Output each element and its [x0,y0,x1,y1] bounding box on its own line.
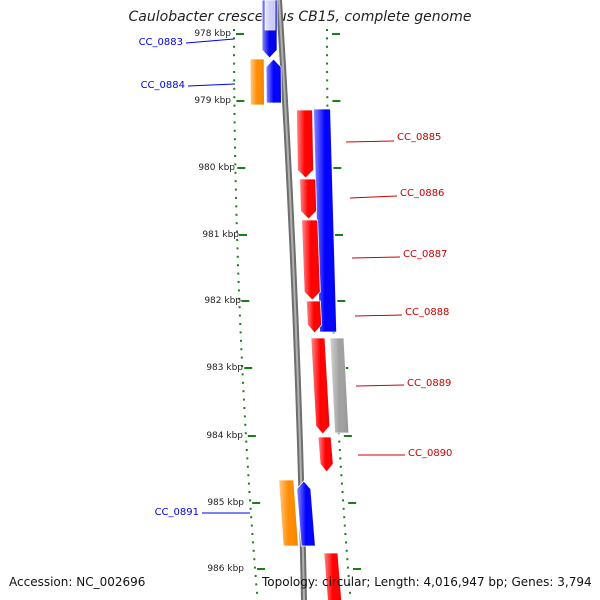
position-label: 981 kbp [202,230,239,240]
position-labels: 978 kbp 979 kbp 980 kbp 981 kbp 982 kbp 983 k… [194,29,244,574]
gene-leader-line [355,384,405,387]
position-label: 985 kbp [207,498,244,508]
gene-label[interactable]: CC_0891 [155,507,199,518]
gene-leader-line [185,38,235,44]
cds-feature-shade [306,301,322,333]
map-title: Caulobacter crescentus CB15, complete ge… [128,9,472,25]
position-label: 980 kbp [198,163,235,173]
position-label: 984 kbp [206,431,243,441]
gene-label[interactable]: CC_0889 [407,378,451,389]
gene-label[interactable]: CC_0883 [139,37,183,48]
cds-feature-shade [323,553,342,600]
gene-leader-line [345,140,395,143]
orange-feature-shade [278,480,299,546]
gene-feature-shade [266,59,282,103]
feature-track [249,0,350,600]
cds-feature-shade [296,110,314,178]
cds-feature-shade [318,437,334,472]
gene-label[interactable]: CC_0886 [400,188,444,199]
accession-text: Accession: NC_002696 [9,575,146,589]
gene-leader-line [354,314,403,317]
gene-feature-highlight-shade [265,0,276,30]
gene-leader-line [187,83,236,87]
position-label: 986 kbp [207,564,244,574]
gene-leader-line [351,256,401,259]
position-label: 978 kbp [194,29,231,39]
position-label: 979 kbp [194,96,231,106]
gene-label[interactable]: CC_0887 [403,249,447,260]
cds-feature-shade [310,338,330,434]
inner-tick-ring [233,29,265,594]
genome-stats-text: Topology: circular; Length: 4,016,947 bp… [262,575,592,589]
position-label: 983 kbp [206,363,243,373]
gene-label[interactable]: CC_0890 [408,448,452,459]
gene-label[interactable]: CC_0884 [141,80,185,91]
orange-feature-shade [250,59,265,105]
position-label: 982 kbp [204,296,241,306]
cds-feature-shade [301,220,321,300]
gene-feature-shade [296,481,316,546]
gray-feature-shade [329,338,349,433]
gene-leader-line [349,195,398,199]
gene-label[interactable]: CC_0888 [405,307,449,318]
gene-label[interactable]: CC_0885 [397,132,441,143]
cds-feature-shade [299,179,317,219]
gene-labels: CC_0883 CC_0884 CC_0885 CC_0886 CC_0887 CC_08… [139,37,453,518]
